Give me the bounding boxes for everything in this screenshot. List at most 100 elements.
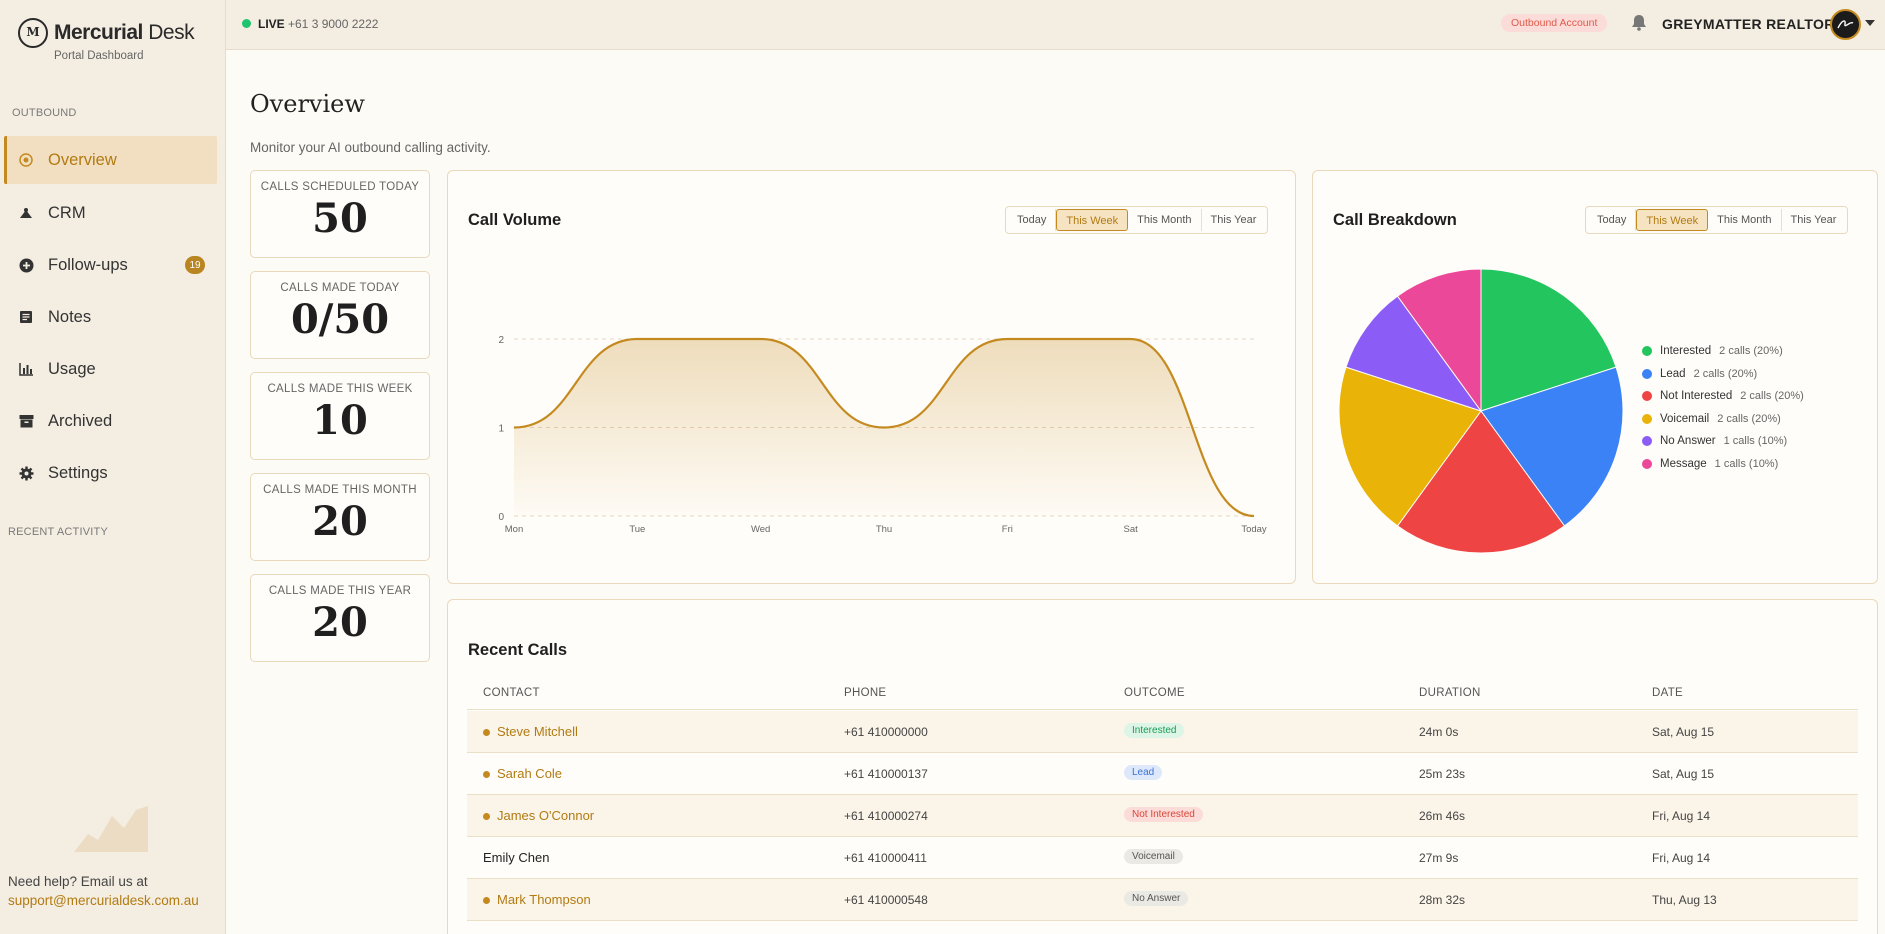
sidebar-item-crm[interactable]: CRM <box>4 189 217 237</box>
range-today-button[interactable]: Today <box>1008 209 1057 231</box>
call-breakdown-title: Call Breakdown <box>1333 211 1457 229</box>
call-duration: 26m 46s <box>1419 809 1466 823</box>
legend-meta: 2 calls (20%) <box>1693 367 1758 380</box>
table-row[interactable]: Mark Thompson +61 410000548 No Answer 28m 3… <box>467 879 1858 921</box>
x-tick-label: Fri <box>1002 524 1013 535</box>
sidebar-item-label: Usage <box>48 359 96 378</box>
call-breakdown-range-selector: Today This Week This Month This Year <box>1585 206 1849 234</box>
legend-label: Interested <box>1660 345 1712 358</box>
sidebar-item-archived[interactable]: Archived <box>4 397 217 445</box>
sidebar-item-follow-ups[interactable]: Follow-ups 19 <box>4 241 217 289</box>
legend-meta: 2 calls (20%) <box>1719 345 1783 358</box>
brand-subtitle: Portal Dashboard <box>54 50 144 62</box>
range-today-button[interactable]: Today <box>1588 209 1637 231</box>
call-volume-chart: 0 1 2 Mon Tue Wed Thu Fri Sat Today <box>498 335 1266 535</box>
stat-label: CALLS MADE THIS MONTH <box>263 484 417 496</box>
phone-number: +61 410000137 <box>844 767 928 781</box>
sidebar-item-label: CRM <box>48 203 86 222</box>
y-tick-label: 1 <box>498 424 504 435</box>
outcome-badge: Lead <box>1124 765 1163 780</box>
table-row[interactable]: James O'Connor +61 410000274 Not Intereste… <box>467 795 1858 837</box>
column-header-contact[interactable]: CONTACT <box>483 687 540 699</box>
topbar: LIVE +61 3 9000 2222 Outbound Account GR… <box>226 0 1885 50</box>
range-this-week-button[interactable]: This Week <box>1056 209 1129 231</box>
pie-slice-not-interested <box>1396 410 1566 554</box>
brand-logo[interactable]: Mercurial Desk <box>18 18 195 48</box>
brand-name-light: Desk <box>148 21 195 44</box>
legend-label: Not Interested <box>1660 390 1733 403</box>
contacts-icon <box>18 205 34 221</box>
avatar[interactable] <box>1830 9 1861 40</box>
brand-name-bold: Mercurial <box>54 21 143 44</box>
x-tick-label: Mon <box>505 524 523 535</box>
stat-value: 10 <box>312 397 368 444</box>
plus-circle-icon <box>18 257 34 273</box>
sidebar-item-notes[interactable]: Notes <box>4 293 217 341</box>
column-header-duration[interactable]: DURATION <box>1419 687 1481 699</box>
contact-name[interactable]: Steve Mitchell <box>497 724 578 739</box>
call-date: Sat, Aug 15 <box>1652 767 1715 781</box>
sidebar-item-label: Settings <box>48 463 108 482</box>
outcome-badge: Voicemail <box>1124 849 1183 864</box>
x-tick-label: Tue <box>629 524 645 535</box>
pie-slice-voicemail <box>1338 366 1482 527</box>
legend-item-interested: Interested 2 calls (20%) <box>1642 340 1804 363</box>
legend-swatch <box>1642 413 1652 424</box>
contact-name[interactable]: James O'Connor <box>497 808 595 823</box>
archive-icon <box>18 413 34 429</box>
call-duration: 25m 23s <box>1419 767 1466 781</box>
sidebar-item-settings[interactable]: Settings <box>4 449 217 497</box>
call-volume-card: Call Volume Today This Week This Month T… <box>447 170 1296 584</box>
legend-swatch <box>1642 391 1652 402</box>
company-name[interactable]: GREYMATTER REALTOR <box>1662 16 1835 32</box>
chevron-down-icon[interactable] <box>1865 20 1875 26</box>
y-tick-label: 0 <box>498 512 504 523</box>
legend-swatch <box>1642 458 1652 469</box>
section-recent-activity-label: RECENT ACTIVITY <box>8 526 108 538</box>
phone-number: +61 410000548 <box>844 893 928 907</box>
outcome-badge: No Answer <box>1124 891 1189 906</box>
stat-value: 20 <box>312 498 368 545</box>
range-this-year-button[interactable]: This Year <box>1790 214 1837 226</box>
column-header-outcome[interactable]: OUTCOME <box>1124 687 1185 699</box>
contact-name[interactable]: Mark Thompson <box>497 892 591 907</box>
section-outbound-label: OUTBOUND <box>12 107 77 119</box>
legend-item-voicemail: Voicemail 2 calls (20%) <box>1642 408 1804 431</box>
bell-icon[interactable] <box>1631 14 1647 36</box>
table-row[interactable]: Steve Mitchell +61 410000000 Interested 24m… <box>467 711 1858 753</box>
recent-calls-title: Recent Calls <box>468 641 568 659</box>
legend-item-no-answer: No Answer 1 calls (10%) <box>1642 430 1804 453</box>
range-this-month-button[interactable]: This Month <box>1128 209 1202 231</box>
stat-label: CALLS MADE THIS YEAR <box>268 585 412 597</box>
stat-value: 20 <box>312 599 368 646</box>
call-date: Sat, Aug 15 <box>1652 725 1715 739</box>
sidebar: Mercurial Desk Portal Dashboard OUTBOUND… <box>0 0 226 934</box>
legend-item-not-interested: Not Interested 2 calls (20%) <box>1642 385 1804 408</box>
support-email-link[interactable]: support@mercurialdesk.com.au <box>8 893 199 908</box>
range-this-year-button[interactable]: This Year <box>1210 214 1257 226</box>
sidebar-item-usage[interactable]: Usage <box>4 345 217 393</box>
column-header-phone[interactable]: PHONE <box>844 687 887 699</box>
follow-ups-count-badge: 19 <box>185 256 205 274</box>
sidebar-item-label: Follow-ups <box>48 255 128 274</box>
sidebar-item-overview[interactable]: Overview <box>4 136 217 184</box>
empty-activity-illustration <box>74 806 148 852</box>
x-tick-label: Sat <box>1124 524 1139 535</box>
y-tick-label: 2 <box>498 335 504 346</box>
table-row[interactable]: Emily Chen +61 410000411 Voicemail 27m 9s Fr… <box>467 837 1858 879</box>
legend-label: Message <box>1660 457 1707 470</box>
legend-meta: 1 calls (10%) <box>1723 435 1788 448</box>
contact-status-dot <box>483 897 490 904</box>
column-header-date[interactable]: DATE <box>1652 687 1684 699</box>
call-duration: 27m 9s <box>1419 851 1459 865</box>
stat-label: CALLS SCHEDULED TODAY <box>260 181 420 193</box>
stat-value: 50 <box>312 195 368 242</box>
range-this-month-button[interactable]: This Month <box>1708 209 1782 231</box>
live-phone-number: +61 3 9000 2222 <box>288 17 379 31</box>
contact-name[interactable]: Sarah Cole <box>497 766 563 781</box>
legend-swatch <box>1642 368 1652 379</box>
bar-chart-icon <box>18 361 34 377</box>
legend-item-message: Message 1 calls (10%) <box>1642 453 1804 476</box>
table-row[interactable]: Sarah Cole +61 410000137 Lead 25m 23s Sat, A… <box>467 753 1858 795</box>
range-this-week-button[interactable]: This Week <box>1636 209 1709 231</box>
